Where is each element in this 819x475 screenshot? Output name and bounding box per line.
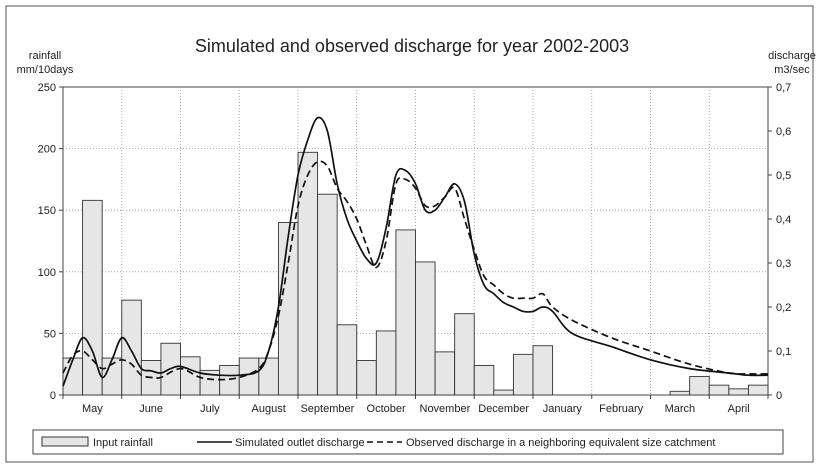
- y-right-tick-label: 0,1: [776, 346, 791, 358]
- rainfall-bar: [473, 364, 495, 396]
- legend-box: [32, 429, 784, 455]
- rainfall-bar: [493, 389, 514, 396]
- y-right-unit: m3/sec: [774, 64, 810, 76]
- x-tick-label: February: [599, 403, 644, 415]
- rainfall-bar: [747, 384, 769, 396]
- x-tick-label: December: [478, 403, 529, 415]
- y-right-tick-label: 0: [776, 390, 782, 402]
- x-tick-label: August: [252, 403, 286, 415]
- rainfall-bar: [317, 193, 338, 396]
- x-tick-label: September: [300, 403, 354, 415]
- rainfall-bar: [689, 376, 710, 396]
- x-tick-label: May: [82, 403, 103, 415]
- y-left-tick-label: 200: [38, 144, 56, 156]
- rainfall-bar: [708, 384, 730, 396]
- y-left-tick-label: 50: [44, 328, 56, 340]
- rainfall-bar: [415, 261, 436, 396]
- legend: Input rainfall Simulated outlet discharg…: [32, 429, 784, 455]
- y-left-unit: mm/10days: [17, 64, 74, 76]
- legend-simulated-label: Simulated outlet discharge: [235, 437, 365, 449]
- y-left-tick-label: 0: [50, 390, 56, 402]
- y-left-tick-label: 250: [38, 82, 56, 94]
- y-right-tick-label: 0,4: [776, 214, 791, 226]
- rainfall-bar: [728, 388, 749, 396]
- rainfall-bar: [356, 360, 377, 396]
- rainfall-bar: [336, 324, 358, 396]
- x-tick-label: October: [367, 403, 406, 415]
- x-tick-label: June: [139, 403, 163, 415]
- observed-discharge-line: [62, 160, 769, 381]
- plot-area: 0 50 100 150 200 250 0 0,1 0,2 0,3 0,4 0,5 0,6 0,7 May…: [38, 82, 792, 415]
- rainfall-bar: [532, 345, 554, 396]
- rainfall-bar: [297, 151, 319, 396]
- rainfall-bar: [454, 313, 475, 396]
- y-right-tick-label: 0,3: [776, 258, 791, 270]
- rainfall-bar: [669, 390, 691, 396]
- rainfall-bar: [258, 357, 279, 396]
- rainfall-bar: [512, 353, 534, 396]
- chart-title: Simulated and observed discharge for yea…: [195, 36, 629, 56]
- rainfall-bar: [395, 229, 416, 396]
- y-right-label: discharge: [768, 50, 816, 62]
- x-tick-label: April: [728, 403, 750, 415]
- y-right-tick-label: 0,5: [776, 170, 791, 182]
- y-right-tick-label: 0,6: [776, 126, 791, 138]
- y-right-tick-label: 0,7: [776, 82, 791, 94]
- y-left-tick-label: 150: [38, 205, 56, 217]
- rainfall-bar: [375, 330, 397, 396]
- rainfall-bar: [277, 222, 299, 396]
- y-right-tick-label: 0,2: [776, 302, 791, 314]
- rainfall-bar: [434, 351, 456, 396]
- rainfall-bar: [82, 199, 103, 396]
- legend-rainfall-swatch: [41, 436, 89, 447]
- y-left-tick-label: 100: [38, 267, 56, 279]
- x-tick-label: March: [665, 403, 696, 415]
- x-tick-label: November: [420, 403, 471, 415]
- rainfall-bar: [121, 299, 142, 396]
- x-tick-label: January: [543, 403, 583, 415]
- y-left-label: rainfall: [29, 50, 61, 62]
- simulated-discharge-line: [62, 116, 769, 387]
- legend-observed-label: Observed discharge in a neighboring equi…: [406, 437, 715, 449]
- legend-rainfall-label: Input rainfall: [93, 437, 153, 449]
- x-tick-label: July: [200, 403, 220, 415]
